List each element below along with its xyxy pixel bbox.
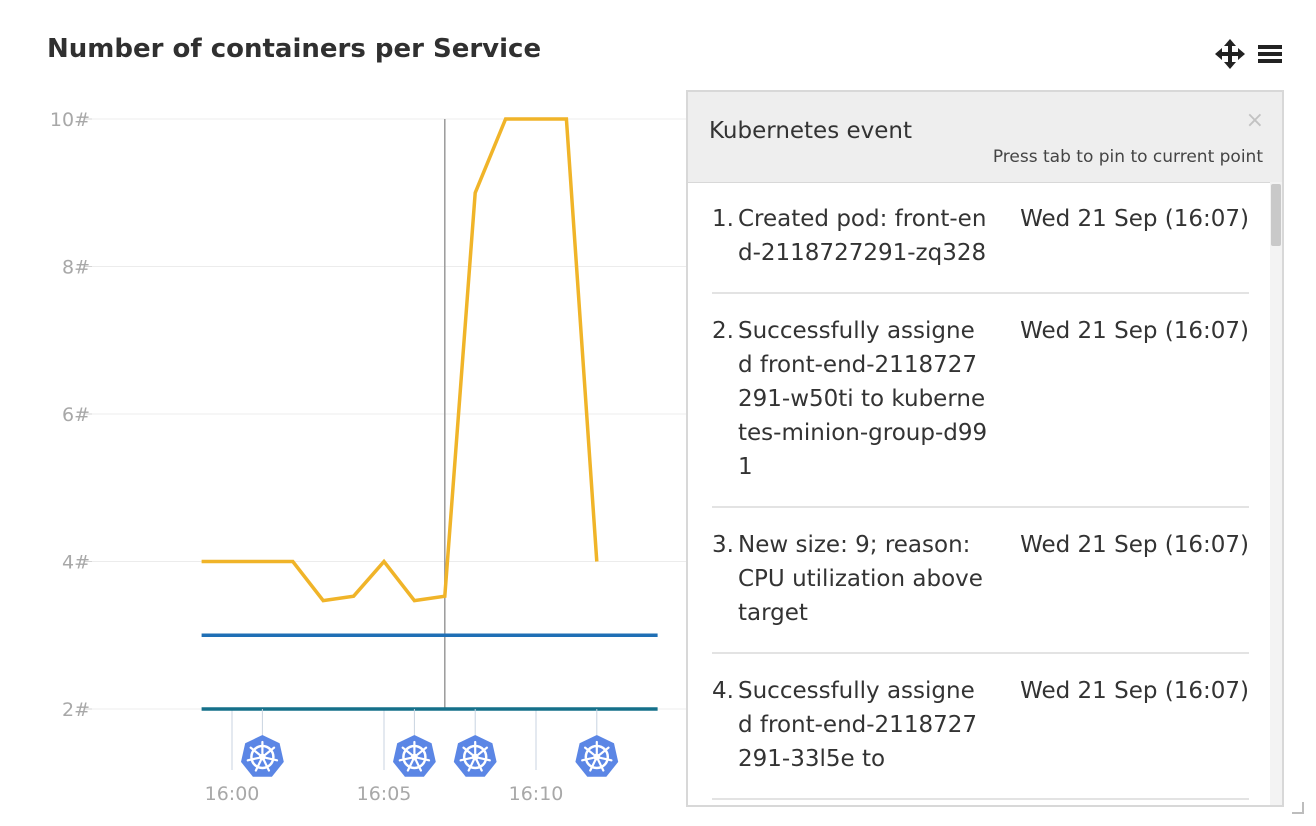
- event-item: 1. Created pod: front-end-2118727291-zq3…: [712, 182, 1249, 294]
- popup-header: Kubernetes event × Press tab to pin to c…: [688, 92, 1282, 183]
- popup-hint: Press tab to pin to current point: [992, 147, 1263, 167]
- event-text: Successfully assigned front-end-21187272…: [738, 318, 988, 480]
- kubernetes-icon[interactable]: [241, 735, 284, 777]
- y-tick-label: 6#: [62, 404, 90, 426]
- event-item: 2. Successfully assigned front-end-21187…: [712, 294, 1249, 508]
- event-item: 4. Successfully assigned front-end-21187…: [712, 654, 1249, 800]
- series-line: [201, 117, 599, 603]
- event-text: Created pod: front-end-2118727291-zq328: [738, 206, 987, 266]
- chart-toolbar: [1214, 38, 1284, 70]
- y-tick-label: 4#: [62, 552, 90, 574]
- y-tick-label: 8#: [62, 257, 90, 279]
- y-tick-label: 10#: [50, 109, 90, 131]
- x-tick-label: 16:05: [357, 783, 412, 805]
- event-time: Wed 21 Sep (16:07): [1020, 206, 1249, 232]
- hamburger-menu-icon[interactable]: [1256, 40, 1284, 68]
- popup-title: Kubernetes event: [709, 118, 913, 144]
- event-number: 4.: [712, 678, 734, 704]
- close-icon[interactable]: ×: [1245, 108, 1264, 133]
- event-number: 3.: [712, 532, 734, 558]
- event-item: 3. New size: 9; reason: CPU utilization …: [712, 508, 1249, 654]
- resize-handle[interactable]: [1292, 802, 1304, 814]
- move-arrows-icon[interactable]: [1214, 38, 1246, 70]
- event-time: Wed 21 Sep (16:07): [1020, 678, 1249, 704]
- kubernetes-event-popup: Kubernetes event × Press tab to pin to c…: [686, 90, 1284, 807]
- event-list: 1. Created pod: front-end-2118727291-zq3…: [688, 182, 1282, 800]
- event-number: 2.: [712, 318, 734, 344]
- kubernetes-icon[interactable]: [575, 735, 619, 777]
- event-time: Wed 21 Sep (16:07): [1020, 318, 1249, 344]
- event-list-container[interactable]: 1. Created pod: front-end-2118727291-zq3…: [688, 182, 1282, 805]
- event-number: 1.: [712, 206, 734, 232]
- event-text: Successfully assigned front-end-21187272…: [738, 678, 977, 772]
- event-text: New size: 9; reason: CPU utilization abo…: [738, 532, 983, 626]
- y-tick-label: 2#: [62, 699, 90, 721]
- scrollbar-thumb[interactable]: [1271, 184, 1281, 246]
- kubernetes-icon[interactable]: [393, 735, 436, 777]
- scrollbar[interactable]: [1270, 182, 1282, 805]
- x-tick-label: 16:10: [509, 783, 564, 805]
- x-tick-label: 16:00: [205, 783, 260, 805]
- event-time: Wed 21 Sep (16:07): [1020, 532, 1249, 558]
- chart-title: Number of containers per Service: [47, 34, 542, 64]
- kubernetes-icon[interactable]: [453, 735, 497, 777]
